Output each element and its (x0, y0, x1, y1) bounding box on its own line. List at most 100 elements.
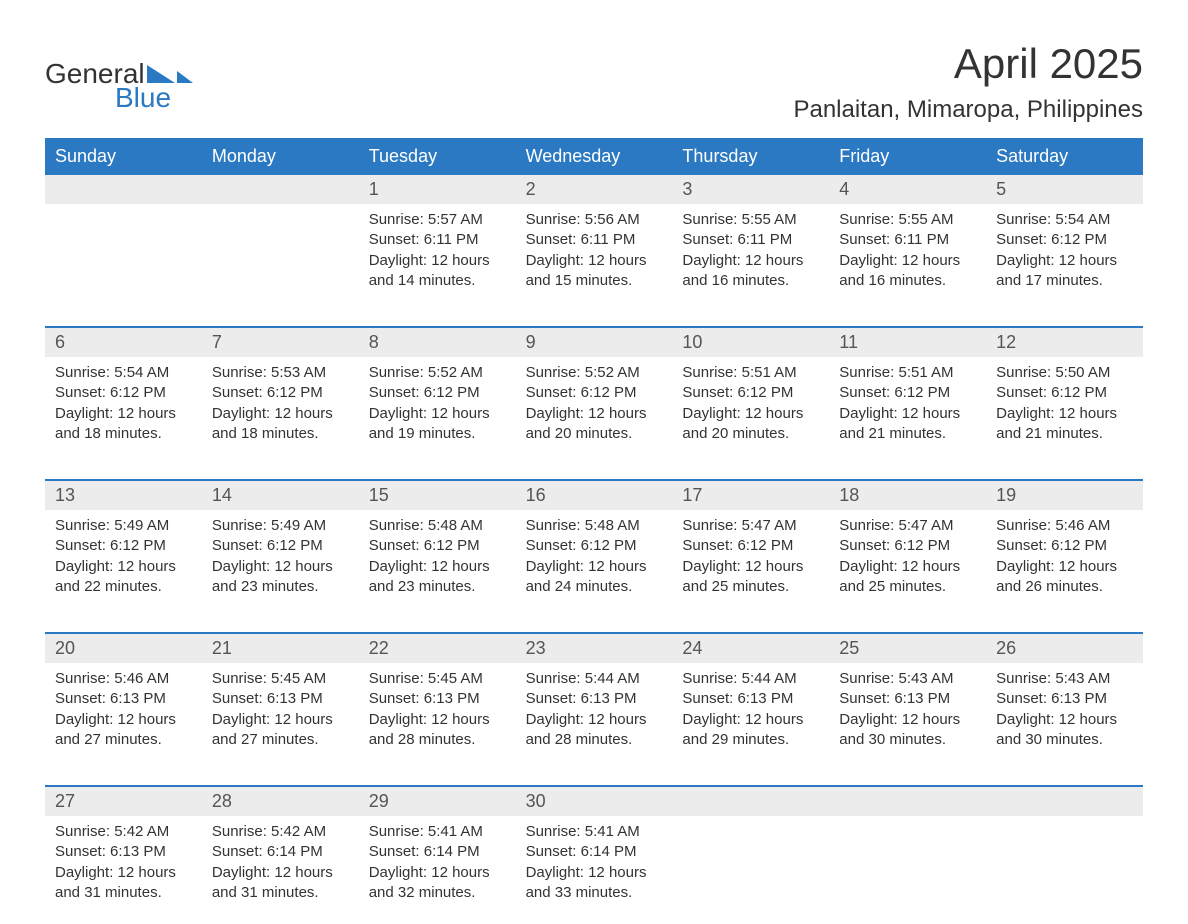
day-cell: Sunrise: 5:51 AMSunset: 6:12 PMDaylight:… (829, 357, 986, 465)
sunrise-text: Sunrise: 5:46 AM (996, 516, 1133, 536)
sunset-text: Sunset: 6:13 PM (369, 689, 506, 709)
daylight-text-line2: and 15 minutes. (526, 271, 663, 291)
title-block: April 2025 Panlaitan, Mimaropa, Philippi… (793, 40, 1143, 124)
sunset-text: Sunset: 6:13 PM (839, 689, 976, 709)
daylight-text-line2: and 21 minutes. (839, 424, 976, 444)
daylight-text-line1: Daylight: 12 hours (839, 710, 976, 730)
sunset-text: Sunset: 6:12 PM (996, 383, 1133, 403)
sunset-text: Sunset: 6:12 PM (369, 383, 506, 403)
daylight-text-line1: Daylight: 12 hours (212, 404, 349, 424)
sunset-text: Sunset: 6:12 PM (369, 536, 506, 556)
daylight-text-line1: Daylight: 12 hours (682, 251, 819, 271)
weekday-header: Monday (202, 138, 359, 175)
content-row: Sunrise: 5:54 AMSunset: 6:12 PMDaylight:… (45, 357, 1143, 465)
sunrise-text: Sunrise: 5:44 AM (682, 669, 819, 689)
sunrise-text: Sunrise: 5:47 AM (839, 516, 976, 536)
daylight-text-line1: Daylight: 12 hours (212, 710, 349, 730)
date-number: 24 (672, 634, 829, 663)
date-number: 17 (672, 481, 829, 510)
date-number: 27 (45, 787, 202, 816)
daylight-text-line1: Daylight: 12 hours (526, 251, 663, 271)
sunset-text: Sunset: 6:12 PM (526, 383, 663, 403)
daylight-text-line1: Daylight: 12 hours (839, 557, 976, 577)
daylight-text-line2: and 20 minutes. (526, 424, 663, 444)
sunrise-text: Sunrise: 5:51 AM (839, 363, 976, 383)
sunrise-text: Sunrise: 5:53 AM (212, 363, 349, 383)
daylight-text-line2: and 25 minutes. (682, 577, 819, 597)
sunrise-text: Sunrise: 5:49 AM (212, 516, 349, 536)
sunset-text: Sunset: 6:11 PM (839, 230, 976, 250)
date-row: 20212223242526 (45, 632, 1143, 663)
day-cell: Sunrise: 5:48 AMSunset: 6:12 PMDaylight:… (359, 510, 516, 618)
date-number: 19 (986, 481, 1143, 510)
date-number: 9 (516, 328, 673, 357)
sunset-text: Sunset: 6:12 PM (839, 536, 976, 556)
date-number: 7 (202, 328, 359, 357)
day-cell: Sunrise: 5:54 AMSunset: 6:12 PMDaylight:… (986, 204, 1143, 312)
date-number: 25 (829, 634, 986, 663)
date-number: 23 (516, 634, 673, 663)
date-number: 3 (672, 175, 829, 204)
day-cell: Sunrise: 5:52 AMSunset: 6:12 PMDaylight:… (359, 357, 516, 465)
sunset-text: Sunset: 6:11 PM (369, 230, 506, 250)
sunset-text: Sunset: 6:14 PM (526, 842, 663, 862)
date-number: 14 (202, 481, 359, 510)
date-number: 8 (359, 328, 516, 357)
day-cell: Sunrise: 5:49 AMSunset: 6:12 PMDaylight:… (202, 510, 359, 618)
daylight-text-line1: Daylight: 12 hours (369, 404, 506, 424)
day-cell: Sunrise: 5:42 AMSunset: 6:14 PMDaylight:… (202, 816, 359, 924)
date-number (202, 175, 359, 204)
day-cell (202, 204, 359, 312)
weeks-container: 12345Sunrise: 5:57 AMSunset: 6:11 PMDayl… (45, 175, 1143, 924)
day-cell: Sunrise: 5:45 AMSunset: 6:13 PMDaylight:… (359, 663, 516, 771)
sunset-text: Sunset: 6:12 PM (682, 383, 819, 403)
sunrise-text: Sunrise: 5:57 AM (369, 210, 506, 230)
daylight-text-line1: Daylight: 12 hours (369, 863, 506, 883)
sunrise-text: Sunrise: 5:50 AM (996, 363, 1133, 383)
daylight-text-line2: and 26 minutes. (996, 577, 1133, 597)
sunrise-text: Sunrise: 5:48 AM (369, 516, 506, 536)
sunset-text: Sunset: 6:12 PM (55, 383, 192, 403)
day-cell (986, 816, 1143, 924)
day-cell: Sunrise: 5:41 AMSunset: 6:14 PMDaylight:… (359, 816, 516, 924)
daylight-text-line1: Daylight: 12 hours (682, 404, 819, 424)
daylight-text-line2: and 21 minutes. (996, 424, 1133, 444)
day-cell: Sunrise: 5:46 AMSunset: 6:12 PMDaylight:… (986, 510, 1143, 618)
daylight-text-line1: Daylight: 12 hours (55, 404, 192, 424)
date-row: 27282930 (45, 785, 1143, 816)
daylight-text-line1: Daylight: 12 hours (682, 710, 819, 730)
sunset-text: Sunset: 6:13 PM (996, 689, 1133, 709)
daylight-text-line2: and 27 minutes. (212, 730, 349, 750)
date-number (45, 175, 202, 204)
daylight-text-line2: and 17 minutes. (996, 271, 1133, 291)
day-cell: Sunrise: 5:43 AMSunset: 6:13 PMDaylight:… (829, 663, 986, 771)
weekday-header: Friday (829, 138, 986, 175)
sunrise-text: Sunrise: 5:45 AM (369, 669, 506, 689)
daylight-text-line2: and 14 minutes. (369, 271, 506, 291)
sunset-text: Sunset: 6:13 PM (682, 689, 819, 709)
date-number (829, 787, 986, 816)
month-title: April 2025 (793, 40, 1143, 88)
date-number: 29 (359, 787, 516, 816)
sunset-text: Sunset: 6:13 PM (212, 689, 349, 709)
daylight-text-line2: and 30 minutes. (839, 730, 976, 750)
daylight-text-line1: Daylight: 12 hours (839, 251, 976, 271)
date-row: 13141516171819 (45, 479, 1143, 510)
sunrise-text: Sunrise: 5:49 AM (55, 516, 192, 536)
daylight-text-line2: and 31 minutes. (212, 883, 349, 903)
content-row: Sunrise: 5:42 AMSunset: 6:13 PMDaylight:… (45, 816, 1143, 924)
sunrise-text: Sunrise: 5:47 AM (682, 516, 819, 536)
daylight-text-line2: and 16 minutes. (682, 271, 819, 291)
sunrise-text: Sunrise: 5:41 AM (369, 822, 506, 842)
day-cell: Sunrise: 5:51 AMSunset: 6:12 PMDaylight:… (672, 357, 829, 465)
day-cell: Sunrise: 5:43 AMSunset: 6:13 PMDaylight:… (986, 663, 1143, 771)
sunrise-text: Sunrise: 5:43 AM (996, 669, 1133, 689)
daylight-text-line2: and 18 minutes. (55, 424, 192, 444)
weekday-header: Thursday (672, 138, 829, 175)
location-text: Panlaitan, Mimaropa, Philippines (793, 96, 1143, 124)
day-cell: Sunrise: 5:49 AMSunset: 6:12 PMDaylight:… (45, 510, 202, 618)
brand-word2: Blue (115, 82, 171, 114)
daylight-text-line1: Daylight: 12 hours (526, 404, 663, 424)
date-number: 5 (986, 175, 1143, 204)
daylight-text-line2: and 16 minutes. (839, 271, 976, 291)
